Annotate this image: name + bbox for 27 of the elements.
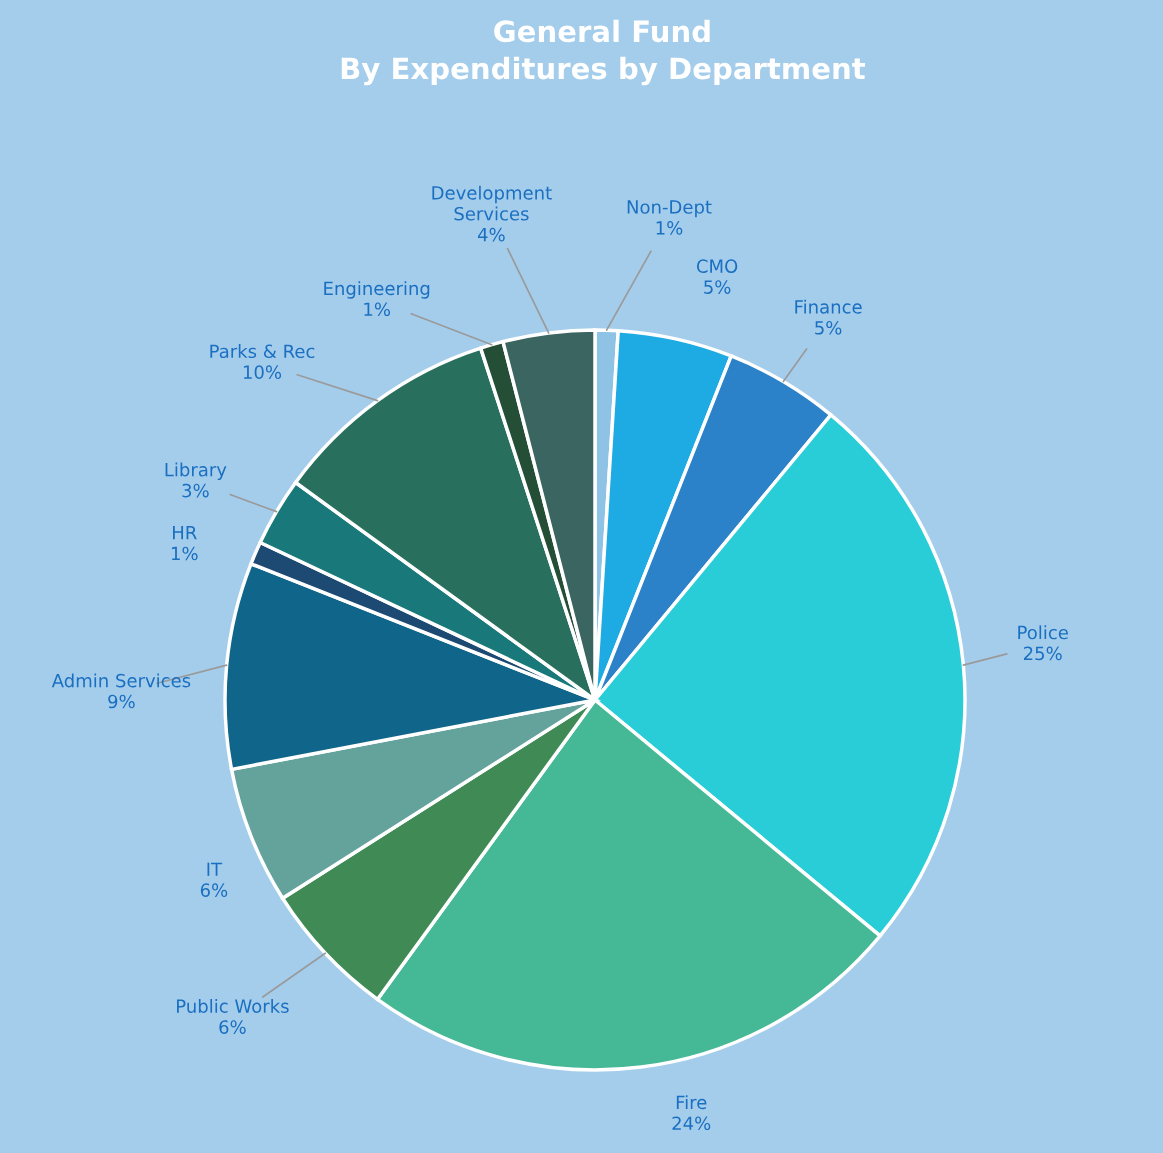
data-label: 3% — [182, 483, 209, 498]
chart-title: General Fund By Expenditures by Department — [341, 19, 866, 86]
data-label: 1% — [171, 546, 198, 561]
slice-label: Engineering — [324, 281, 430, 299]
slice-label: HR — [173, 525, 197, 540]
slice-label: IT — [207, 862, 223, 876]
slice-label: CMO — [696, 259, 738, 273]
slice-label: Parks & Rec — [210, 344, 315, 359]
slice-label: Development Services — [432, 185, 552, 221]
slice-label: Finance — [795, 299, 862, 314]
slice-label: Fire — [676, 1095, 707, 1110]
data-label: 1% — [656, 221, 683, 235]
data-label: 1% — [364, 302, 391, 317]
data-label: 24% — [672, 1116, 711, 1131]
slice-label: Police — [1018, 625, 1068, 640]
data-label: 10% — [243, 365, 282, 379]
slice-label: Admin Services — [51, 673, 191, 688]
data-label: 25% — [1023, 646, 1062, 661]
data-label: 6% — [219, 1020, 246, 1034]
data-label: 4% — [477, 227, 505, 242]
data-label: 5% — [704, 280, 731, 294]
data-label: 9% — [108, 694, 135, 709]
data-label: 6% — [200, 883, 228, 897]
data-label: 5% — [815, 320, 842, 335]
slice-label: Public Works — [177, 999, 289, 1013]
slice-label: Non-Dept — [627, 200, 712, 218]
slice-label: Library — [165, 462, 227, 480]
